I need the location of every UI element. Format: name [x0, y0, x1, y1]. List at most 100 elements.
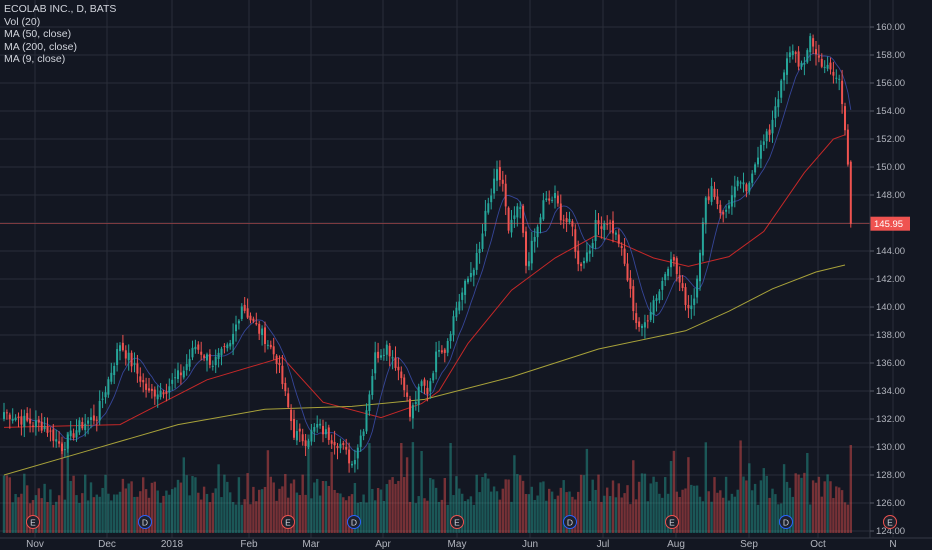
candle-body [142, 380, 145, 383]
legend-ma200[interactable]: MA (200, close) [4, 40, 77, 53]
volume-bar [263, 486, 267, 533]
volume-bar [556, 495, 560, 533]
volume-bar [159, 502, 162, 533]
time-axis[interactable]: Nov Dec 2018 Feb Mar Apr May Jun Jul Aug Sep Oct N [0, 537, 932, 550]
volume-bar [46, 502, 49, 533]
candle-body [525, 231, 527, 266]
price-axis[interactable]: 124.00 126.00 128.00 130.00 132.00 134.00 136.… [869, 0, 905, 538]
event-marker-dividend[interactable]: D [347, 515, 361, 529]
volume-bar [269, 476, 272, 533]
candle-body [701, 222, 704, 256]
legend-ma50[interactable]: MA (50, close) [4, 28, 72, 40]
volume-bar [785, 481, 789, 533]
volume-bar [591, 479, 594, 533]
volume-bar [191, 476, 194, 533]
candle-body [440, 350, 443, 353]
candle-body [81, 421, 84, 429]
candle-body [153, 389, 156, 397]
candle-body [11, 418, 14, 421]
candle-body [26, 413, 29, 421]
volume-bar [681, 489, 684, 533]
event-marker-dividend[interactable]: D [779, 515, 793, 529]
event-marker-circle [347, 515, 361, 529]
candle-body [380, 355, 382, 358]
legend-ma9[interactable]: MA (9, close) [4, 53, 66, 65]
candle-body [757, 157, 759, 165]
candle-body [150, 388, 153, 391]
candle-body [736, 180, 739, 187]
volume-bar [458, 488, 461, 533]
volume-bar [11, 502, 14, 533]
candle-body [539, 217, 542, 225]
volume-bar [295, 492, 299, 533]
volume-bar [829, 481, 832, 533]
volume-bar [197, 492, 200, 533]
price-tick-label: 126.00 [876, 498, 905, 509]
volume-bar [530, 486, 533, 533]
candle-body [588, 250, 591, 254]
candle-body [449, 333, 452, 342]
candle-body [229, 343, 232, 347]
volume-bar [223, 474, 226, 533]
volume-bar [81, 493, 84, 533]
volume-bar [110, 500, 113, 533]
volume-bar [559, 487, 562, 533]
candle-body [484, 210, 487, 232]
candle-body [696, 278, 699, 298]
volume-bar [301, 474, 304, 533]
volume-bar [78, 502, 81, 533]
volume-bar [84, 474, 87, 533]
volume-bar [397, 480, 400, 533]
candle-body [507, 207, 510, 231]
event-marker-dividend[interactable]: D [138, 515, 152, 529]
volume-bar [490, 491, 493, 533]
volume-bar [432, 479, 435, 533]
candle-body [562, 219, 565, 221]
candle-body [687, 304, 690, 309]
volume-bar [719, 490, 722, 533]
volume-bar [771, 488, 774, 533]
volume-bar [388, 479, 391, 533]
volume-bar [756, 504, 760, 533]
candle-body [649, 311, 652, 320]
candle-body [661, 280, 664, 290]
event-marker-dividend[interactable]: D [563, 515, 577, 529]
event-marker-earnings[interactable]: E [665, 515, 679, 529]
candle-body [17, 416, 20, 419]
volume-bar [675, 491, 678, 533]
event-marker-earnings[interactable]: E [281, 515, 295, 529]
candle-body [301, 434, 304, 442]
candle-body [92, 415, 95, 421]
candle-body [232, 333, 235, 345]
volume-bar [17, 497, 20, 533]
price-tick-label: 130.00 [876, 442, 905, 453]
candle-body [504, 183, 507, 207]
candle-body [255, 323, 258, 325]
legend-symbol[interactable]: ECOLAB INC., D, BATS [4, 3, 117, 15]
event-marker-earnings[interactable]: E [26, 515, 40, 529]
candle-body [556, 195, 559, 204]
volume-bar [202, 486, 206, 533]
candle-body [403, 377, 406, 391]
volume-bar [582, 475, 586, 533]
legend-volume[interactable]: Vol (20) [4, 15, 41, 28]
price-tick-label: 144.00 [876, 246, 905, 257]
volume-bar [588, 501, 591, 533]
candle-body [620, 246, 623, 248]
event-marker-earnings[interactable]: E [883, 515, 897, 529]
volume-bar [510, 501, 513, 533]
chart-legend: ECOLAB INC., D, BATS Vol (20) MA (50, cl… [4, 3, 116, 66]
candle-body [469, 272, 472, 278]
candle-body [812, 38, 815, 47]
price-tick-label: 150.00 [876, 162, 905, 173]
candle-body [733, 186, 736, 198]
event-marker-earnings[interactable]: E [450, 515, 464, 529]
volume-bar [701, 501, 705, 533]
time-tick-label: Jul [597, 539, 610, 550]
volume-bar [463, 501, 467, 533]
candle-body [385, 344, 388, 355]
candle-body [684, 287, 687, 305]
candle-body [23, 415, 26, 427]
